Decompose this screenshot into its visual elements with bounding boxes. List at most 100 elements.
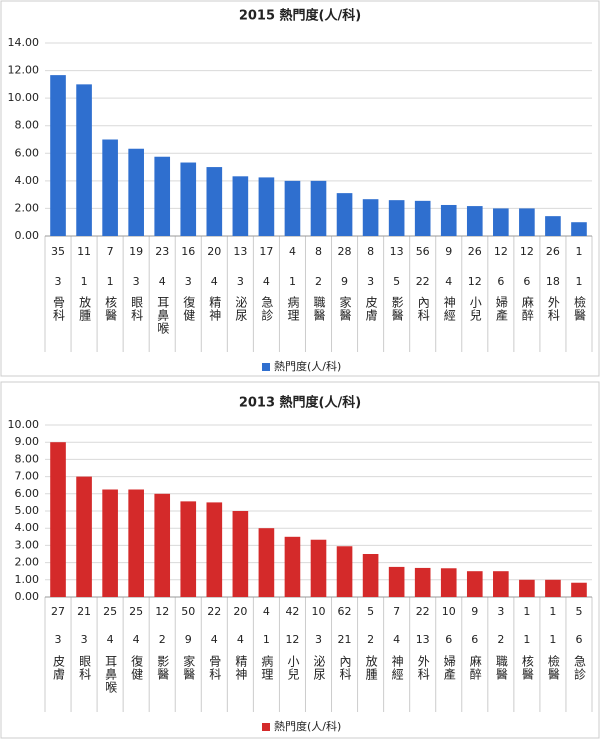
- x-tick-label: 影醫: [156, 655, 170, 681]
- table-cell: 10: [312, 605, 326, 618]
- table-cell: 4: [445, 275, 452, 288]
- table-cell: 4: [133, 633, 140, 646]
- chart-title: 2015 熱門度(人/科): [239, 8, 361, 24]
- x-tick-label: 核醫: [104, 296, 118, 322]
- bar: [571, 582, 587, 597]
- bar: [388, 200, 405, 236]
- table-cell: 1: [523, 605, 530, 618]
- bar: [50, 442, 66, 597]
- x-tick-label: 影醫: [390, 296, 404, 322]
- x-tick-label: 神經: [390, 655, 404, 681]
- x-tick-label: 婦產: [442, 654, 456, 681]
- table-cell: 8: [315, 245, 322, 258]
- table-cell: 1: [523, 633, 530, 646]
- bar: [128, 148, 144, 236]
- table-cell: 4: [107, 633, 114, 646]
- bar: [493, 571, 509, 597]
- bar: [388, 566, 405, 597]
- table-cell: 1: [263, 633, 270, 646]
- x-tick-label: 外科: [416, 655, 430, 681]
- legend-label: 熱門度(人/科): [274, 719, 341, 733]
- table-cell: 4: [289, 245, 296, 258]
- y-tick-label: 7.00: [15, 470, 40, 483]
- table-cell: 3: [367, 275, 374, 288]
- table-cell: 12: [155, 605, 169, 618]
- x-tick-label: 急診: [572, 654, 586, 681]
- chart-title: 2013 熱門度(人/科): [239, 395, 361, 411]
- bar: [102, 139, 118, 236]
- x-tick-label: 病理: [286, 295, 300, 322]
- table-cell: 6: [471, 633, 478, 646]
- x-tick-label: 骨科: [208, 655, 222, 681]
- table-cell: 16: [181, 245, 195, 258]
- table-cell: 3: [133, 275, 140, 288]
- bar: [154, 493, 171, 597]
- chart-frame: [0, 0, 600, 377]
- table-cell: 5: [393, 275, 400, 288]
- x-tick-label: 小兒: [468, 296, 482, 322]
- bar: [284, 180, 301, 236]
- table-cell: 62: [338, 605, 352, 618]
- table-cell: 3: [237, 275, 244, 288]
- y-tick-label: 1.00: [15, 573, 40, 586]
- table-cell: 42: [285, 605, 299, 618]
- y-tick-label: 12.00: [8, 64, 40, 77]
- y-tick-label: 10.00: [8, 418, 40, 431]
- table-cell: 4: [237, 633, 244, 646]
- table-cell: 9: [471, 605, 478, 618]
- table-cell: 12: [520, 245, 534, 258]
- bar: [128, 489, 144, 597]
- y-tick-label: 4.00: [15, 174, 40, 187]
- bar: [310, 180, 327, 236]
- y-tick-label: 5.00: [15, 504, 40, 517]
- table-cell: 10: [442, 605, 456, 618]
- table-cell: 35: [51, 245, 65, 258]
- x-tick-label: 眼科: [78, 655, 92, 681]
- bar: [545, 216, 561, 236]
- table-cell: 6: [523, 275, 530, 288]
- table-cell: 3: [185, 275, 192, 288]
- table-cell: 1: [107, 275, 114, 288]
- bar: [154, 156, 171, 236]
- x-tick-label: 家醫: [338, 295, 352, 322]
- bar: [180, 501, 197, 597]
- bar: [545, 579, 561, 597]
- table-cell: 12: [494, 245, 508, 258]
- table-cell: 7: [107, 245, 114, 258]
- table-cell: 4: [211, 275, 218, 288]
- table-cell: 4: [211, 633, 218, 646]
- table-cell: 6: [445, 633, 452, 646]
- y-tick-label: 0.00: [15, 229, 40, 242]
- table-cell: 5: [575, 605, 582, 618]
- x-tick-label: 職醫: [312, 296, 326, 322]
- table-cell: 2: [159, 633, 166, 646]
- table-cell: 2: [497, 633, 504, 646]
- table-cell: 22: [416, 275, 430, 288]
- table-cell: 21: [338, 633, 352, 646]
- bar: [362, 199, 379, 236]
- x-tick-label: 神經: [442, 296, 456, 322]
- y-tick-label: 10.00: [8, 91, 40, 104]
- bar: [440, 568, 457, 597]
- x-tick-label: 皮膚: [364, 296, 378, 322]
- table-cell: 7: [393, 605, 400, 618]
- legend-swatch: [262, 723, 270, 731]
- table-cell: 13: [390, 245, 404, 258]
- y-tick-label: 6.00: [15, 487, 40, 500]
- bar: [336, 193, 353, 236]
- x-tick-label: 精神: [234, 655, 248, 681]
- table-cell: 3: [315, 633, 322, 646]
- x-tick-label: 耳鼻喉: [104, 655, 118, 694]
- x-tick-label: 病理: [260, 654, 274, 681]
- table-cell: 9: [185, 633, 192, 646]
- table-cell: 1: [575, 245, 582, 258]
- y-tick-label: 6.00: [15, 146, 40, 159]
- table-cell: 22: [207, 605, 221, 618]
- x-tick-label: 急診: [260, 295, 274, 322]
- bar: [206, 502, 223, 597]
- bar: [284, 536, 301, 597]
- table-cell: 11: [77, 245, 91, 258]
- x-tick-label: 檢醫: [546, 654, 560, 681]
- x-tick-label: 內科: [416, 296, 430, 322]
